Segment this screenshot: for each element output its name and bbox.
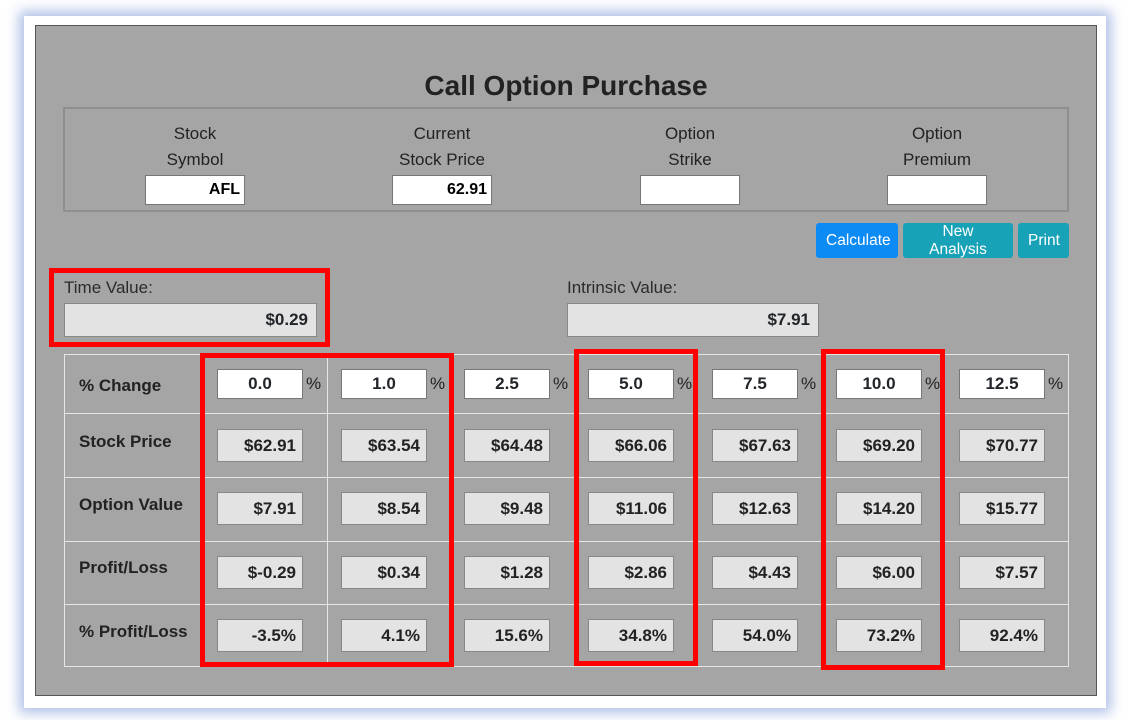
- current-price-field: Current Stock Price: [342, 121, 542, 205]
- stock-price-cell: $69.20: [836, 429, 922, 462]
- pct-sign: %: [553, 374, 569, 393]
- pct-profit-loss-cell: 54.0%: [712, 619, 798, 652]
- highlight-box-column-5pct: [574, 349, 698, 666]
- option-strike-input[interactable]: [640, 175, 740, 205]
- column-divider: [327, 355, 328, 666]
- print-button[interactable]: Print: [1018, 223, 1069, 258]
- row-label-option-value: Option Value: [79, 495, 183, 514]
- stock-price-cell: $63.54: [341, 429, 427, 462]
- option-value-cell: $12.63: [712, 492, 798, 525]
- current-price-label-line2: Stock Price: [399, 150, 485, 169]
- highlight-box-time-value: [49, 268, 330, 347]
- stock-symbol-field: Stock Symbol: [95, 121, 295, 205]
- pct-change-input[interactable]: 5.0: [588, 369, 674, 399]
- option-premium-label-line1: Option: [911, 124, 963, 143]
- option-value-cell: $15.77: [959, 492, 1045, 525]
- stock-symbol-input[interactable]: [145, 175, 245, 205]
- pct-profit-loss-cell: 92.4%: [959, 619, 1045, 652]
- pct-profit-loss-cell: 73.2%: [836, 619, 922, 652]
- stock-symbol-label-line2: Symbol: [166, 150, 224, 169]
- profit-loss-cell: $6.00: [836, 556, 922, 589]
- current-price-label-line1: Current: [413, 124, 471, 143]
- pct-profit-loss-cell: 4.1%: [341, 619, 427, 652]
- option-strike-label-line2: Strike: [668, 150, 712, 169]
- option-strike-field: Option Strike: [590, 121, 790, 205]
- pct-sign: %: [430, 374, 446, 393]
- option-premium-field: Option Premium: [837, 121, 1037, 205]
- profit-loss-cell: $-0.29: [217, 556, 303, 589]
- option-value-cell: $7.91: [217, 492, 303, 525]
- intrinsic-value-box: $7.91: [567, 303, 819, 337]
- time-value-box: $0.29: [64, 303, 317, 337]
- pct-sign: %: [801, 374, 817, 393]
- stock-price-cell: $66.06: [588, 429, 674, 462]
- option-value-cell: $8.54: [341, 492, 427, 525]
- profit-loss-cell: $1.28: [464, 556, 550, 589]
- option-value-cell: $14.20: [836, 492, 922, 525]
- time-value-label: Time Value:: [64, 278, 153, 297]
- pct-change-input[interactable]: 12.5: [959, 369, 1045, 399]
- profit-loss-cell: $0.34: [341, 556, 427, 589]
- row-label-stock-price: Stock Price: [79, 432, 172, 451]
- pct-sign: %: [1048, 374, 1064, 393]
- option-value-cell: $11.06: [588, 492, 674, 525]
- row-label-pct-profit-loss: % Profit/Loss: [79, 622, 188, 641]
- new-analysis-button[interactable]: New Analysis: [903, 223, 1013, 258]
- page-title: Call Option Purchase: [424, 70, 708, 101]
- row-label-profit-loss: Profit/Loss: [79, 558, 168, 577]
- pct-sign: %: [306, 374, 322, 393]
- option-strike-label-line1: Option: [664, 124, 716, 143]
- row-divider: [65, 477, 1068, 478]
- stock-price-cell: $67.63: [712, 429, 798, 462]
- option-premium-label-line2: Premium: [902, 150, 971, 169]
- row-label-change: % Change: [79, 376, 162, 395]
- option-premium-input[interactable]: [887, 175, 987, 205]
- profit-loss-cell: $7.57: [959, 556, 1045, 589]
- highlight-box-column-10pct: [821, 349, 945, 670]
- pct-profit-loss-cell: -3.5%: [217, 619, 303, 652]
- pct-change-input[interactable]: 7.5: [712, 369, 798, 399]
- inputs-box: Stock Symbol Current Stock Price Option …: [63, 107, 1069, 212]
- projection-table: % Change Stock Price Option Value Profit…: [64, 354, 1069, 667]
- pct-sign: %: [677, 374, 693, 393]
- calculate-button[interactable]: Calculate: [816, 223, 898, 258]
- stock-price-cell: $62.91: [217, 429, 303, 462]
- pct-profit-loss-cell: 34.8%: [588, 619, 674, 652]
- row-divider: [65, 604, 1068, 605]
- pct-change-input[interactable]: 2.5: [464, 369, 550, 399]
- stock-price-cell: $70.77: [959, 429, 1045, 462]
- pct-change-input[interactable]: 10.0: [836, 369, 922, 399]
- stock-price-cell: $64.48: [464, 429, 550, 462]
- stock-symbol-label-line1: Stock: [173, 124, 217, 143]
- profit-loss-cell: $2.86: [588, 556, 674, 589]
- pct-change-input[interactable]: 1.0: [341, 369, 427, 399]
- calculator-panel: Call Option Purchase Stock Symbol Curren…: [35, 25, 1097, 696]
- profit-loss-cell: $4.43: [712, 556, 798, 589]
- pct-profit-loss-cell: 15.6%: [464, 619, 550, 652]
- row-divider: [65, 413, 1068, 414]
- row-divider: [65, 541, 1068, 542]
- pct-sign: %: [925, 374, 941, 393]
- intrinsic-value-label: Intrinsic Value:: [567, 278, 678, 297]
- current-price-input[interactable]: [392, 175, 492, 205]
- highlight-box-columns-0-1: [200, 353, 454, 667]
- pct-change-input[interactable]: 0.0: [217, 369, 303, 399]
- option-value-cell: $9.48: [464, 492, 550, 525]
